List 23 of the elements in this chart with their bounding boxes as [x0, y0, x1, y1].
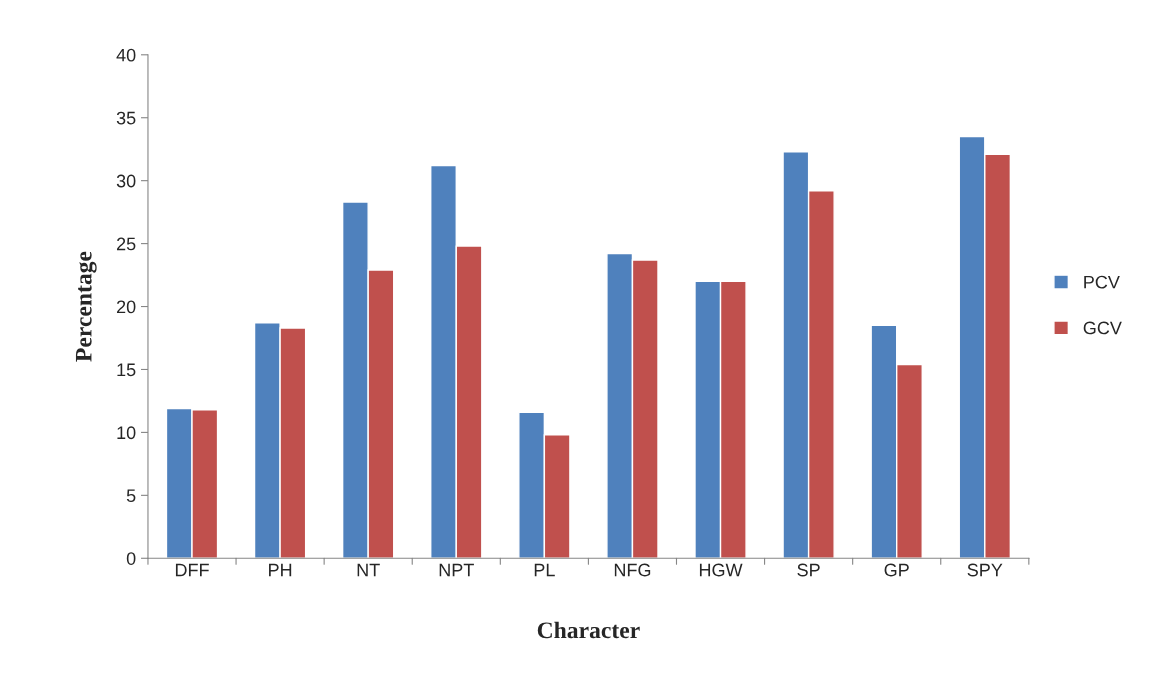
- x-tick-label: SP: [797, 563, 820, 577]
- x-tick-label: DFF: [175, 563, 209, 577]
- y-tick-label: 20: [116, 300, 136, 314]
- x-tick-label: NPT: [439, 563, 474, 577]
- x-tick-label: HGW: [699, 563, 743, 577]
- y-tick-label: 25: [116, 237, 136, 251]
- y-tick-label: 0: [126, 552, 136, 565]
- x-tick-label: NFG: [614, 563, 651, 577]
- y-tick-label: 40: [116, 48, 136, 62]
- y-tick-label: 10: [117, 426, 136, 440]
- x-tick-label: PH: [269, 563, 292, 577]
- x-tick-label: NT: [357, 563, 380, 577]
- y-axis-title: Percentage: [75, 251, 97, 362]
- y-tick-label: 5: [126, 489, 136, 503]
- y-tick-label: 30: [116, 174, 136, 188]
- x-tick-label: SPY: [967, 563, 1003, 577]
- legend-label: GCV: [1083, 321, 1122, 335]
- x-tick-label: GP: [884, 563, 909, 577]
- x-tick-label: PL: [534, 563, 555, 577]
- y-tick-label: 35: [116, 111, 136, 125]
- legend-label: PCV: [1084, 275, 1120, 289]
- x-axis-title: Character: [537, 621, 640, 639]
- y-tick-label: 15: [117, 363, 136, 377]
